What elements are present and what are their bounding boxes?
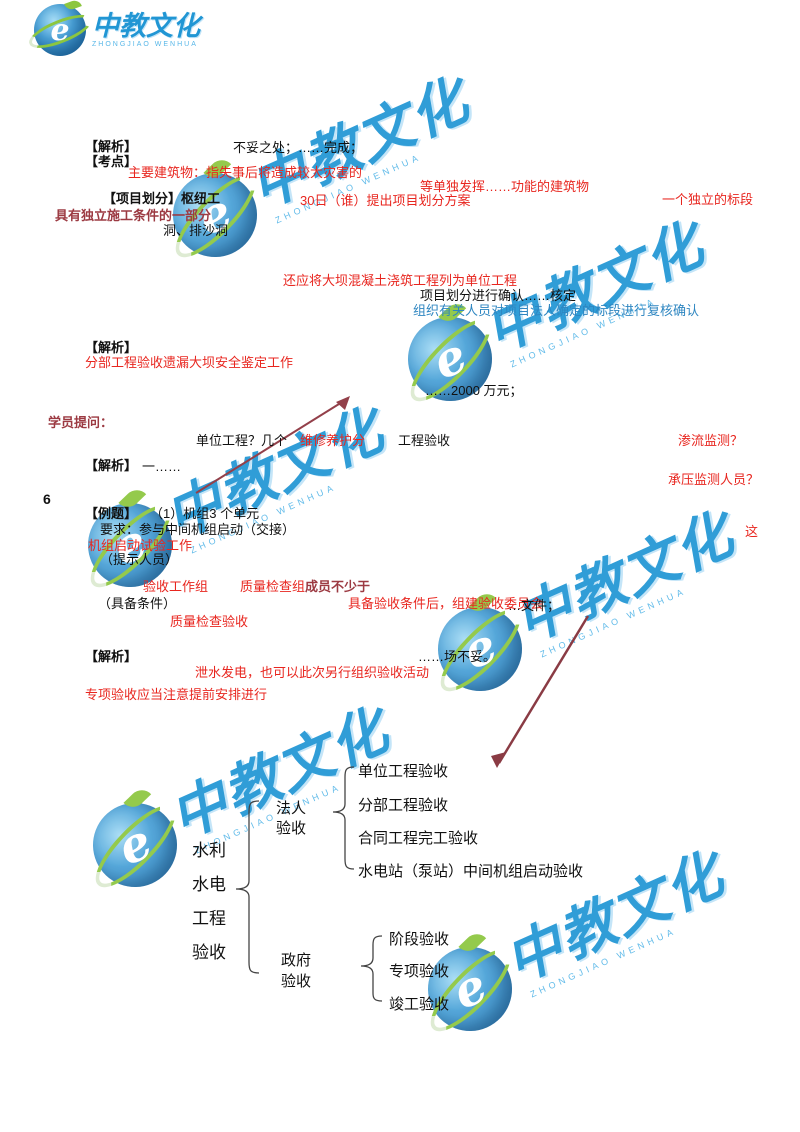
margin-note-1: 渗流监测？ <box>678 433 744 448</box>
tree-leaf-unit-startup-acceptance: 水电站（泵站）中间机组启动验收 <box>358 863 584 880</box>
tunnel-note: 洞、排沙洞 <box>163 223 229 238</box>
analysis1-label: 【解析】 <box>85 139 138 154</box>
tree-branch-government: 政府 <box>281 952 312 969</box>
tree-leaf-division-acceptance: 分部工程验收 <box>358 797 449 814</box>
tree-root-line: 工程 <box>192 909 226 928</box>
quality-check-note: 质量检查验收 <box>170 614 249 629</box>
analysis1-intro: 不妥之处；……完成； <box>233 140 364 155</box>
missing-acceptance-note: 分部工程验收遗漏大坝安全鉴定工作 <box>85 355 294 370</box>
analysis1-label2: 【考点】 <box>85 154 138 169</box>
tree-root-brace <box>235 800 260 974</box>
analysis2-label: 【解析】 <box>85 340 138 355</box>
tree-leaf-contract-completion-acceptance: 合同工程完工验收 <box>358 830 479 847</box>
part-definition: 具有独立施工条件的一部分 <box>55 208 212 223</box>
example-requirement: 要求：参与中间机组启动（交接） <box>100 522 296 537</box>
main-building-note: 主要建筑物：指失事后将造成较大灾害的 <box>128 165 363 180</box>
tree-leaf-stage-acceptance: 阶段验收 <box>389 931 450 948</box>
watermark-subtext: ZHONGJIAO WENHUA <box>538 585 688 659</box>
file-note: …文件； <box>508 598 561 613</box>
edge-note: 这 <box>745 524 759 539</box>
globe-letter: e <box>50 12 70 48</box>
tree-branch-legal-person: 法人 <box>276 800 307 817</box>
members-note: 成员不少于 <box>305 579 371 594</box>
globe-letter: e <box>444 957 496 1021</box>
division-label: 【项目划分】枢纽工 <box>103 191 221 206</box>
globe-orbit-swoosh-icon <box>85 795 187 899</box>
brand-logo: e 中教文化 ZHONGJIAO WENHUA <box>24 0 200 56</box>
amount-note: ……2000 万元； <box>425 383 523 398</box>
globe-letter: e <box>109 813 161 877</box>
red-annotation-arrowhead-icon <box>336 396 350 410</box>
question-analysis-label: 【解析】 <box>85 458 138 473</box>
tree-branch-government: 验收 <box>281 973 312 990</box>
review-note: 组织有关人员对项目法人确定的标段进行复核确认 <box>413 303 700 318</box>
tree-branch-brace <box>360 935 383 1002</box>
function-note: 等单独发挥……功能的建筑物 <box>420 179 590 194</box>
confirm-note: 项目划分进行确认……核定 <box>420 288 577 303</box>
watermark-brand: 中教文化 <box>505 501 744 654</box>
example-intro: （1）机组3 个单元 <box>150 506 260 521</box>
tree-root-line: 水利 <box>192 841 226 860</box>
watermark-subtext: ZHONGJIAO WENHUA <box>528 925 678 999</box>
question-text-1: 单位工程？几个 <box>196 433 288 448</box>
tree-leaf-special-acceptance: 专项验收 <box>389 963 450 980</box>
brand-subtitle: ZHONGJIAO WENHUA <box>92 40 198 48</box>
watermark: e 中教文化 ZHONGJIAO WENHUA <box>74 394 401 601</box>
watermark: e 中教文化 ZHONGJIAO WENHUA <box>79 694 406 901</box>
brand-globe-icon: e <box>79 784 191 901</box>
brand-text-block: 中教文化 ZHONGJIAO WENHUA <box>92 11 200 48</box>
globe-orbit-swoosh-icon <box>420 939 522 1043</box>
question-text-2: 维修养护分 <box>300 433 366 448</box>
group-note-1: 验收工作组 <box>143 579 209 594</box>
analysis3-text-2: 泄水发电，也可以此次另行组织验收活动 <box>195 665 430 680</box>
analysis3-text-3: 专项验收应当注意提前安排进行 <box>85 687 268 702</box>
tree-root-line: 验收 <box>192 943 226 962</box>
brand-name: 中教文化 <box>92 11 200 42</box>
analysis3-text-1: ……场不妥。 <box>418 649 497 664</box>
tree-branch-legal-person: 验收 <box>276 820 307 837</box>
tree-root-line: 水电 <box>192 875 226 894</box>
hint-note: （提示人员） <box>100 552 179 567</box>
tree-leaf-completion-acceptance: 竣工验收 <box>389 996 450 1013</box>
page-number: 6 <box>43 491 51 507</box>
example-label: 【例题】 <box>85 506 138 521</box>
division-note: 30日（谁）提出项目划分方案 <box>300 193 471 208</box>
student-question-label: 学员提问： <box>48 415 114 430</box>
analysis3-label: 【解析】 <box>85 649 138 664</box>
red-annotation-arrowhead-icon <box>491 752 506 768</box>
group-note-2: 质量检查组 <box>240 579 306 594</box>
watermark-subtext: ZHONGJIAO WENHUA <box>508 295 658 369</box>
brand-globe-icon: e <box>24 0 96 56</box>
globe-leaf-icon <box>123 784 152 813</box>
question-text-3: 工程验收 <box>398 433 451 448</box>
tree-leaf-unit-acceptance: 单位工程验收 <box>358 763 449 780</box>
red-annotation-line <box>497 615 590 764</box>
tree-branch-brace <box>332 766 355 870</box>
brand-globe-icon: e <box>414 928 526 1045</box>
globe-leaf-icon <box>458 928 487 957</box>
unit-project-note: 还应将大坝混凝土浇筑工程列为单位工程 <box>283 273 518 288</box>
right-margin-note: 一个独立的标段 <box>662 192 754 207</box>
condition-note: （具备条件） <box>98 596 177 611</box>
question-answer: 一…… <box>142 459 182 474</box>
margin-note-2: 承压监测人员？ <box>668 472 760 487</box>
